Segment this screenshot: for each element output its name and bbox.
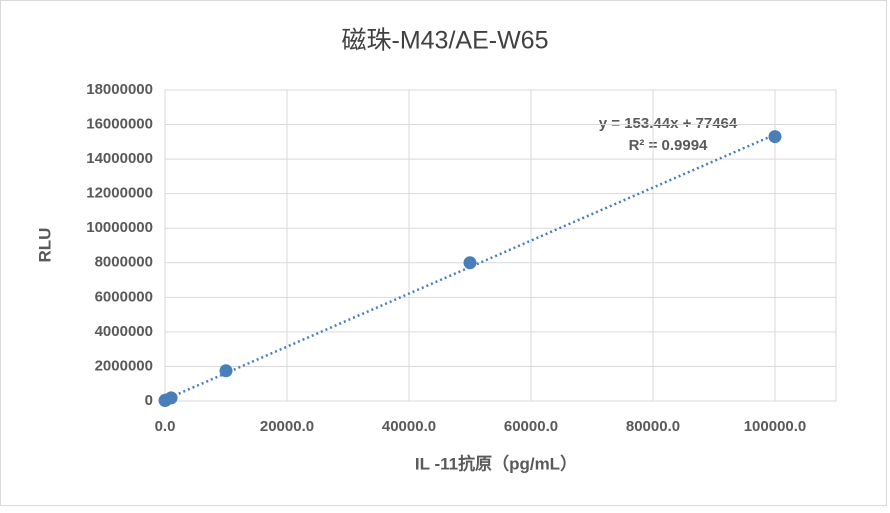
x-tick-label: 80000.0 bbox=[626, 418, 680, 435]
y-axis-label: RLU bbox=[35, 228, 54, 263]
x-tick-label: 100000.0 bbox=[744, 418, 807, 435]
x-tick-label: 20000.0 bbox=[260, 418, 314, 435]
data-point bbox=[768, 130, 782, 144]
y-tick-label: 18000000 bbox=[86, 81, 153, 98]
y-tick-label: 8000000 bbox=[95, 254, 153, 271]
y-tick-label: 14000000 bbox=[86, 150, 153, 167]
y-tick-label: 12000000 bbox=[86, 185, 153, 202]
chart-title: 磁珠-M43/AE-W65 bbox=[342, 27, 549, 55]
x-tick-label: 40000.0 bbox=[382, 418, 436, 435]
y-tick-label: 16000000 bbox=[86, 116, 153, 133]
y-tick-label: 0 bbox=[145, 392, 153, 409]
data-point bbox=[463, 256, 477, 270]
trendline-equation: y = 153.44x + 77464 bbox=[599, 115, 738, 132]
trendline-r2: R² = 0.9994 bbox=[629, 137, 708, 154]
y-tick-label: 6000000 bbox=[95, 288, 153, 305]
x-axis-label: IL -11抗原（pg/mL） bbox=[415, 453, 577, 473]
y-tick-label: 2000000 bbox=[95, 357, 153, 374]
x-tick-label: 0.0 bbox=[155, 418, 176, 435]
x-tick-label: 60000.0 bbox=[504, 418, 558, 435]
data-point bbox=[219, 364, 233, 378]
y-tick-label: 4000000 bbox=[95, 323, 153, 340]
y-tick-label: 10000000 bbox=[86, 219, 153, 236]
plot-frame bbox=[164, 89, 837, 402]
data-point bbox=[164, 391, 178, 405]
trendline bbox=[164, 133, 776, 401]
